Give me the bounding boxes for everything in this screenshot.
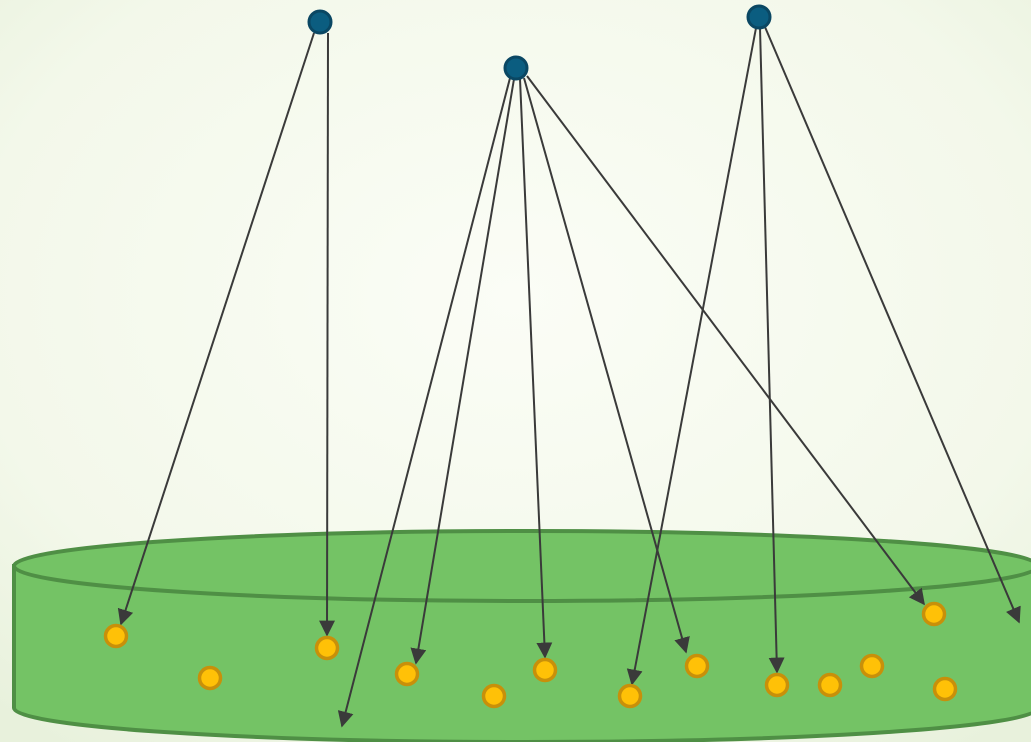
edge [526,75,925,606]
target-node [921,601,947,627]
edge [319,32,336,637]
target-node [932,676,958,702]
target-node [684,653,710,679]
source-node [746,4,772,30]
cylinder-top [12,529,1031,603]
edge [764,26,1021,624]
edges [117,26,1021,728]
target-node [481,683,507,709]
source-node [307,9,333,35]
edge [523,77,690,654]
target-node [764,672,790,698]
edge [117,32,315,626]
target-node [197,665,223,691]
target-node [859,653,885,679]
target-node [532,657,558,683]
target-node [314,635,340,661]
target-nodes [103,601,958,709]
edge [337,77,511,728]
edge [759,27,785,674]
target-node [103,623,129,649]
edge [626,27,757,686]
edge [410,78,515,665]
target-node [817,672,843,698]
source-nodes [307,4,772,81]
edge [519,78,553,659]
target-node [617,683,643,709]
cylinder [12,529,1031,742]
target-node [394,661,420,687]
source-node [503,55,529,81]
